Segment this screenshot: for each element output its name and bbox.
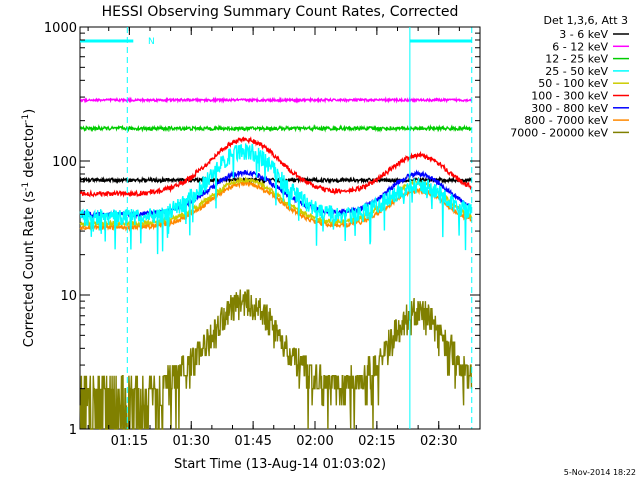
series-line-2 <box>79 96 472 104</box>
flag-label: N <box>148 37 155 47</box>
y-tick-label: 1000 <box>44 21 77 36</box>
series-line-3 <box>80 123 473 133</box>
x-axis-label: Start Time (13-Aug-14 01:03:02) <box>174 457 386 472</box>
legend-label: 7000 - 20000 keV <box>510 126 608 139</box>
y-axis: 1 10 100 1000 <box>44 21 480 438</box>
legend-label: 3 - 6 keV <box>559 28 608 41</box>
x-tick-label: 01:15 <box>111 434 148 449</box>
legend-label: 25 - 50 keV <box>545 65 608 78</box>
chart-title: HESSI Observing Summary Count Rates, Cor… <box>102 4 459 20</box>
event-lines <box>80 27 473 429</box>
series-line-9 <box>79 289 473 430</box>
series-layer <box>79 96 473 430</box>
footer-date: 5-Nov-2014 18:22 <box>564 468 636 477</box>
x-axis: 01:15 01:30 01:45 02:00 02:15 02:30 <box>87 27 460 449</box>
legend-label: 50 - 100 keV <box>538 77 608 90</box>
series-line-4 <box>79 143 472 255</box>
x-tick-label: 01:45 <box>234 434 271 449</box>
x-tick-label: 01:30 <box>173 434 210 449</box>
x-tick-label: 02:30 <box>420 434 457 449</box>
legend-label: 800 - 7000 keV <box>524 114 608 127</box>
legend-header: Det 1,3,6, Att 3 <box>544 14 628 27</box>
x-tick-label: 02:15 <box>358 434 395 449</box>
y-axis-label: Corrected Count Rate (s-1 detector-1) <box>21 109 37 347</box>
y-tick-label: 10 <box>60 289 77 304</box>
series-line-6 <box>79 136 472 198</box>
y-tick-label: 1 <box>69 423 77 438</box>
legend-label: 6 - 12 keV <box>552 40 608 53</box>
y-tick-label: 100 <box>52 155 77 170</box>
legend-label: 300 - 800 keV <box>531 102 608 115</box>
x-tick-label: 02:00 <box>296 434 333 449</box>
legend-label: 12 - 25 keV <box>545 53 608 66</box>
legend-label: 100 - 300 keV <box>531 90 608 103</box>
